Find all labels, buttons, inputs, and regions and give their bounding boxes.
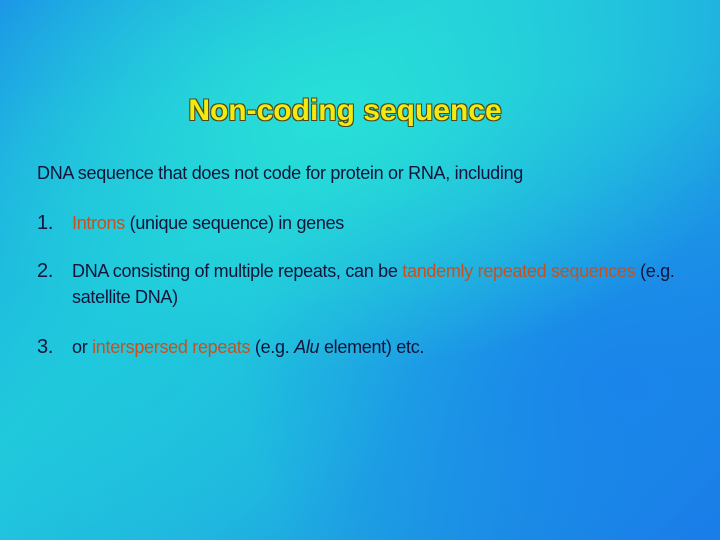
highlighted-term: interspersed repeats xyxy=(92,337,251,357)
list-item: 3. or interspersed repeats (e.g. Alu elem… xyxy=(37,334,697,360)
item-number: 2. xyxy=(37,260,54,282)
item-text: Introns (unique sequence) in genes xyxy=(72,210,697,236)
list-item: 1. Introns (unique sequence) in genes xyxy=(37,210,697,236)
item-number: 3. xyxy=(37,336,54,358)
item-number: 1. xyxy=(37,212,54,234)
list-item: 2. DNA consisting of multiple repeats, ca… xyxy=(37,258,697,310)
text-segment: element) etc. xyxy=(319,337,425,357)
highlighted-term: tandemly repeated sequences xyxy=(402,261,636,281)
slide-title: Non-coding sequence xyxy=(188,94,502,127)
item-text: or interspersed repeats (e.g. Alu elemen… xyxy=(72,334,697,360)
highlighted-term: Introns xyxy=(72,213,125,233)
text-segment: (unique sequence) in genes xyxy=(124,213,345,233)
text-segment: (e.g. xyxy=(250,337,295,357)
item-text: DNA consisting of multiple repeats, can … xyxy=(72,258,697,310)
text-segment: DNA consisting of multiple repeats, can … xyxy=(72,261,403,281)
text-segment: (e.g. satellite DNA) xyxy=(72,261,675,307)
italic-term: Alu xyxy=(294,337,320,357)
intro-text: DNA sequence that does not code for prot… xyxy=(37,163,523,183)
text-segment: or xyxy=(72,337,93,357)
